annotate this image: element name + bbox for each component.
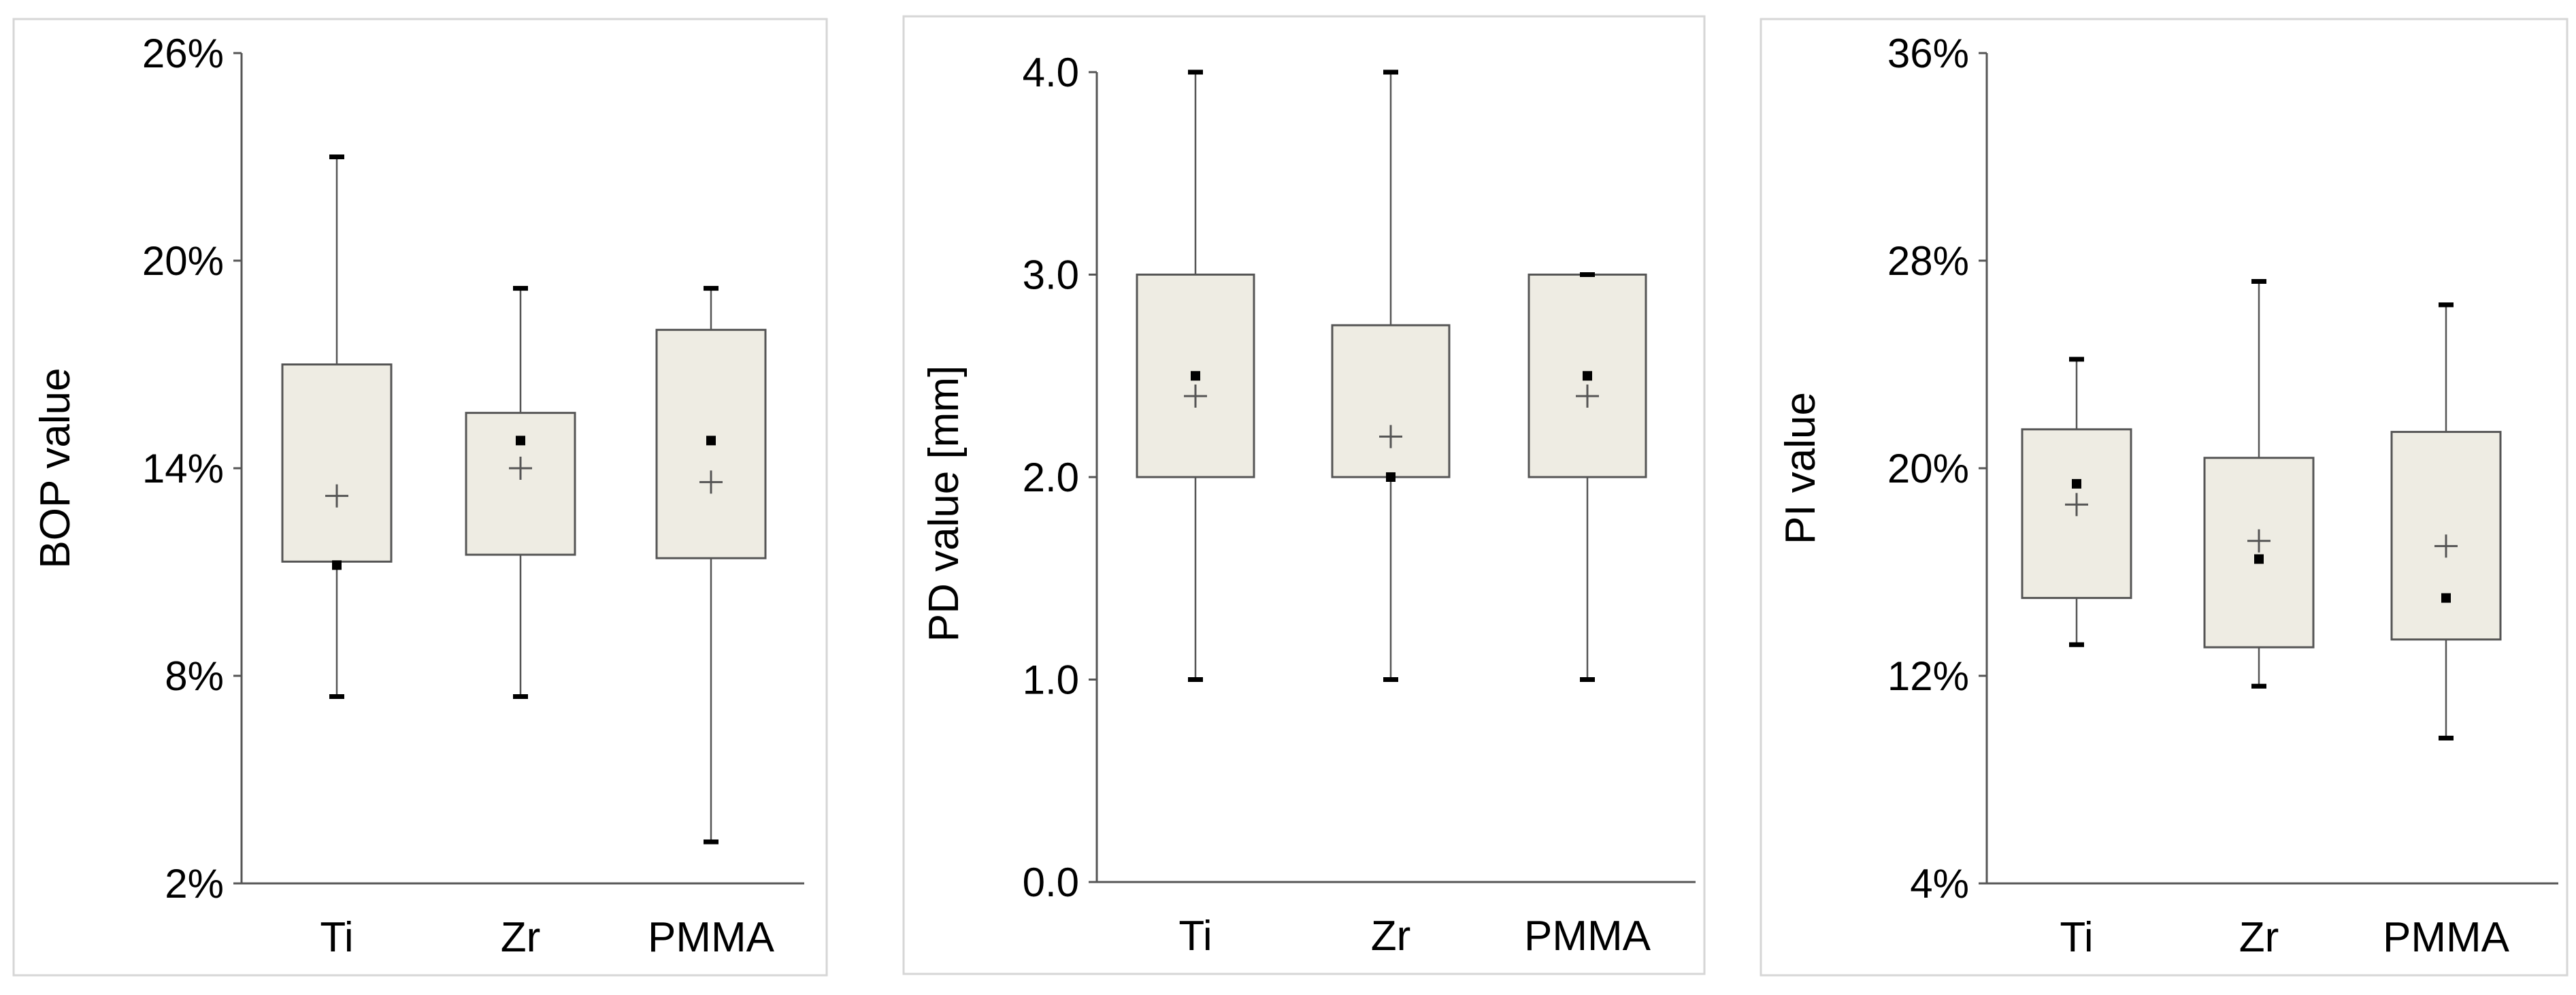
y-tick-label: 12% [1887,653,1969,699]
iqr-box [465,412,576,556]
iqr-box [1331,324,1451,478]
x-category-label: Ti [2060,914,2093,961]
box-pmma [1528,272,1647,682]
y-tick-label: 3.0 [1023,252,1079,298]
box-ti [1136,69,1255,682]
x-category-label: PMMA [1524,913,1651,960]
chart-panel-2: 0.0 1.0 2.0 3.0 4.0 PD value [mm] Ti Zr PMMA [902,15,1706,975]
box-pmma [655,286,767,845]
median-marker [2254,554,2264,564]
y-tick-label: 20% [1887,446,1969,491]
median-marker [2441,593,2451,603]
y-tick-label: 1.0 [1023,657,1079,703]
y-tick-label: 4% [1910,861,1969,907]
box-zr [2203,279,2315,689]
y-tick-label: 4.0 [1023,50,1079,95]
y-tick-label: 2.0 [1023,455,1079,500]
y-axis-title: PI value [1777,392,1824,544]
median-marker [1191,371,1200,381]
y-axis-title: BOP value [32,368,79,568]
chart-panel-3: 4% 12% 20% 28% 36% PI value Ti Zr PMMA [1760,18,2569,977]
box-ti [281,154,393,699]
x-category-label: PMMA [648,914,775,961]
iqr-box [281,363,393,563]
x-category-label: Zr [501,914,541,961]
median-marker [1583,371,1592,381]
x-category-label: PMMA [2383,914,2510,961]
x-category-label: Zr [2239,914,2279,961]
box-zr [465,286,576,699]
median-marker [332,560,342,570]
y-tick-label: 28% [1887,238,1969,284]
x-category-label: Ti [320,914,353,961]
x-category-label: Ti [1178,913,1212,960]
chart-panel-1: 2% 8% 14% 20% 26% BOP value Ti Zr PMMA [12,18,828,977]
y-tick-label: 2% [165,861,224,907]
median-marker [516,436,525,446]
y-tick-label: 0.0 [1023,860,1079,905]
iqr-box [2203,457,2315,649]
box-zr [1331,69,1451,682]
y-axis-title: PD value [mm] [921,365,968,642]
box-ti [2021,357,2132,647]
y-tick-label: 20% [142,238,224,284]
box-pmma [2390,302,2502,740]
median-marker [2072,478,2081,489]
y-tick-label: 36% [1887,31,1969,76]
y-tick-label: 8% [165,653,224,699]
x-category-label: Zr [1371,913,1411,960]
panel-frame [902,15,1706,975]
y-tick-label: 26% [142,31,224,76]
median-marker [706,436,716,446]
iqr-box [1136,274,1255,478]
median-marker [1386,472,1396,482]
y-tick-label: 14% [142,446,224,491]
